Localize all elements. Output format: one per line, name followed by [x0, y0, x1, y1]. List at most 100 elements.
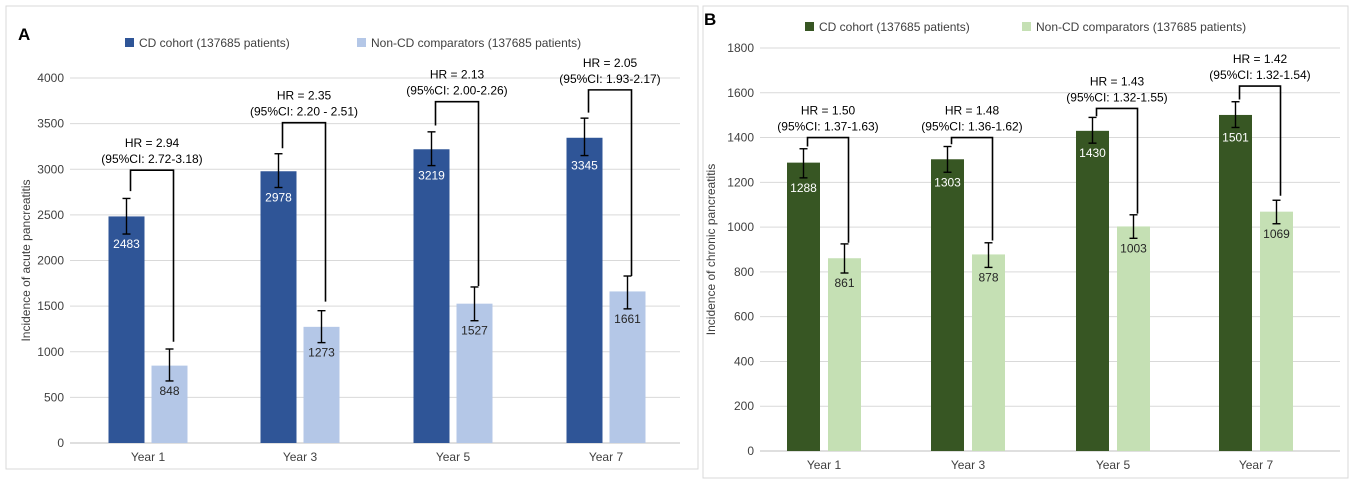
data-label-cd: 2978	[265, 191, 292, 205]
hr-label: HR = 2.35	[277, 89, 332, 103]
hr-ci-label: (95%CI: 2.20 - 2.51)	[250, 105, 358, 119]
hr-bracket-line	[587, 89, 633, 277]
bar-cd-1	[108, 216, 145, 443]
y-tick-label: 4000	[37, 71, 64, 85]
bar-cd-2	[260, 171, 297, 443]
bar-cd-1	[787, 162, 820, 451]
bar-cd-2	[931, 159, 964, 452]
chart-panel-a: A CD cohort (137685 patients) Non-CD compa…	[5, 5, 699, 470]
legend: CD cohort (137685 patients) Non-CD compar…	[805, 20, 1246, 34]
hr-ci-label: (95%CI: 1.32-1.54)	[1209, 68, 1310, 82]
error-bar	[427, 131, 436, 167]
bar-non-cd-1	[828, 258, 861, 451]
legend-swatch-non-cd	[1022, 22, 1031, 31]
bar-non-cd-4	[609, 291, 646, 443]
panel-label: B	[704, 10, 716, 29]
hr-bracket-line	[1095, 107, 1139, 214]
hr-bracket	[806, 136, 850, 243]
y-tick-label: 1000	[727, 220, 754, 234]
legend-label-cd: CD cohort (137685 patients)	[819, 20, 970, 34]
hr-bracket	[587, 89, 633, 277]
y-tick-label: 3500	[37, 117, 64, 131]
x-tick-label: Year 1	[131, 450, 166, 464]
data-label-non-cd: 1527	[461, 324, 488, 338]
x-tick-label: Year 3	[283, 450, 318, 464]
hr-label: HR = 2.13	[430, 68, 485, 82]
hr-label: HR = 1.48	[945, 104, 1000, 118]
bar-non-cd-2	[972, 254, 1005, 451]
y-tick-label: 1000	[37, 345, 64, 359]
data-label-cd: 1303	[934, 175, 961, 189]
legend-label-non-cd: Non-CD comparators (137685 patients)	[371, 36, 581, 50]
bar-non-cd-3	[1117, 226, 1150, 451]
data-label-non-cd: 1273	[308, 346, 335, 360]
x-tick-label: Year 3	[951, 458, 986, 472]
panel-label: A	[18, 25, 30, 44]
error-bar	[274, 153, 283, 189]
x-tick-label: Year 5	[436, 450, 471, 464]
error-bar	[623, 275, 632, 310]
hr-bracket	[950, 136, 994, 241]
error-bar	[470, 286, 479, 322]
data-label-non-cd: 1661	[614, 312, 641, 326]
bar-non-cd-2	[303, 326, 340, 443]
legend: CD cohort (137685 patients) Non-CD compar…	[125, 36, 581, 50]
hr-ci-label: (95%CI: 1.93-2.17)	[559, 72, 660, 86]
chart-panel-b: B CD cohort (137685 patients) Non-CD compa…	[702, 5, 1349, 479]
legend-label-non-cd: Non-CD comparators (137685 patients)	[1036, 20, 1246, 34]
bar-cd-3	[1076, 130, 1109, 452]
legend-swatch-cd	[805, 22, 814, 31]
legend-swatch-non-cd	[357, 38, 366, 47]
hr-bracket-line	[1238, 85, 1282, 196]
hr-ci-label: (95%CI: 1.37-1.63)	[777, 120, 878, 134]
y-axis-title: Incidence of chronic pancreatitis	[704, 164, 718, 335]
hr-label: HR = 2.94	[125, 136, 180, 150]
error-bar	[1231, 101, 1240, 129]
hr-bracket-line	[281, 121, 327, 302]
hr-bracket	[281, 121, 327, 302]
y-tick-label: 1400	[727, 131, 754, 145]
bar-cd-4	[1219, 114, 1252, 451]
error-bar	[122, 197, 131, 235]
hr-label: HR = 1.42	[1233, 52, 1288, 66]
error-bar	[799, 148, 808, 179]
bar-non-cd-3	[456, 303, 493, 443]
hr-bracket	[434, 100, 480, 287]
data-label-non-cd: 1069	[1263, 227, 1290, 241]
data-label-cd: 1288	[790, 181, 817, 195]
hr-bracket	[1238, 85, 1282, 196]
y-tick-label: 0	[57, 436, 64, 450]
hr-label: HR = 2.05	[583, 56, 638, 70]
hr-label: HR = 1.50	[801, 104, 856, 118]
y-tick-label: 200	[734, 399, 754, 413]
hr-bracket-line	[434, 100, 480, 287]
error-bar	[1088, 116, 1097, 144]
y-tick-label: 600	[734, 310, 754, 324]
x-tick-label: Year 5	[1096, 458, 1131, 472]
y-tick-label: 1200	[727, 175, 754, 189]
data-label-non-cd: 1003	[1120, 241, 1147, 255]
data-label-cd: 1430	[1079, 146, 1106, 160]
y-tick-label: 800	[734, 265, 754, 279]
hr-bracket-line	[806, 136, 850, 243]
y-tick-label: 2500	[37, 208, 64, 222]
y-tick-label: 500	[44, 390, 64, 404]
hr-bracket	[1095, 107, 1139, 214]
legend-swatch-cd	[125, 38, 134, 47]
data-label-cd: 3219	[418, 169, 445, 183]
hr-ci-label: (95%CI: 2.72-3.18)	[101, 152, 202, 166]
hr-bracket-line	[129, 169, 175, 342]
y-tick-label: 2000	[37, 254, 64, 268]
hr-bracket-line	[950, 136, 994, 241]
hr-label: HR = 1.43	[1090, 74, 1145, 88]
x-tick-label: Year 1	[807, 458, 842, 472]
y-axis-title: Incidence of acute pancreatitis	[19, 179, 33, 341]
error-bar	[580, 117, 589, 157]
y-tick-label: 1600	[727, 86, 754, 100]
y-tick-label: 1500	[37, 299, 64, 313]
data-label-cd: 3345	[571, 159, 598, 173]
error-bar	[317, 309, 326, 344]
hr-ci-label: (95%CI: 1.32-1.55)	[1066, 90, 1167, 104]
x-tick-label: Year 7	[589, 450, 624, 464]
